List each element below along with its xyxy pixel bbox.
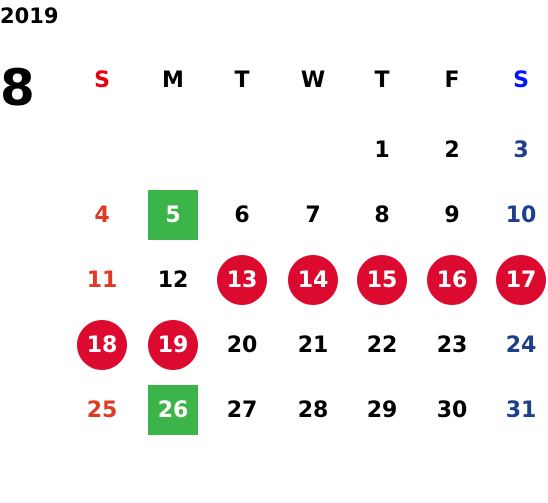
holiday-day: 18 — [77, 320, 127, 370]
highlight-day: 5 — [148, 190, 198, 240]
day: 23 — [436, 332, 468, 358]
day: 21 — [297, 332, 329, 358]
day: 30 — [436, 397, 468, 423]
day: 8 — [374, 202, 390, 228]
holiday-day: 14 — [288, 255, 338, 305]
weekday-label: S — [513, 67, 529, 93]
weekday-label: M — [162, 67, 184, 93]
day: 22 — [366, 332, 398, 358]
day: 9 — [444, 202, 460, 228]
day: 1 — [374, 137, 390, 163]
highlight-day: 26 — [148, 385, 198, 435]
day: 24 — [505, 332, 537, 358]
day: 31 — [505, 397, 537, 423]
day: 3 — [513, 137, 529, 163]
weekday-label: T — [374, 67, 390, 93]
day: 7 — [305, 202, 321, 228]
day: 2 — [444, 137, 460, 163]
day: 28 — [297, 397, 329, 423]
holiday-day: 15 — [357, 255, 407, 305]
day: 4 — [94, 202, 110, 228]
holiday-day: 17 — [496, 255, 546, 305]
day: 29 — [366, 397, 398, 423]
year: 2019 — [0, 4, 59, 28]
day: 6 — [234, 202, 250, 228]
day: 10 — [505, 202, 537, 228]
holiday-day: 16 — [427, 255, 477, 305]
weekday-label: S — [94, 67, 110, 93]
month: 8 — [0, 59, 35, 117]
weekday-label: T — [234, 67, 250, 93]
holiday-day: 19 — [148, 320, 198, 370]
weekday-label: F — [444, 67, 460, 93]
day: 27 — [226, 397, 258, 423]
day: 25 — [86, 397, 118, 423]
day: 20 — [226, 332, 258, 358]
day: 11 — [86, 267, 118, 293]
day: 12 — [157, 267, 189, 293]
holiday-day: 13 — [217, 255, 267, 305]
weekday-label: W — [300, 67, 326, 93]
